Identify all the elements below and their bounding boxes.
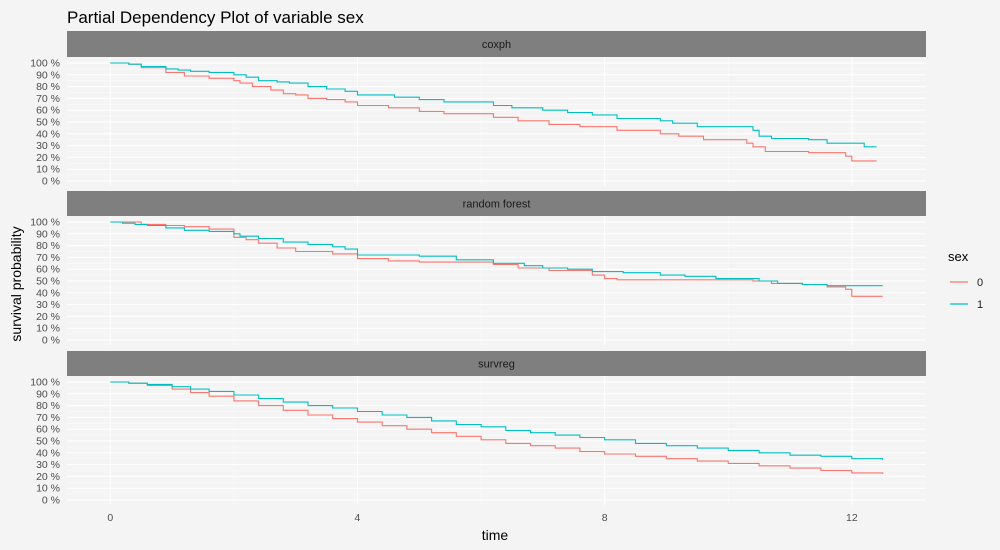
panel-strip	[67, 191, 926, 216]
series-line-sex-0	[110, 381, 884, 474]
y-tick-label: 10 %	[36, 323, 60, 335]
y-tick-label: 40 %	[36, 287, 60, 299]
series-line-sex-1	[110, 221, 883, 287]
y-tick-label: 60 %	[36, 264, 60, 276]
y-tick-label: 80 %	[36, 240, 60, 252]
y-tick-label: 50 %	[36, 117, 60, 129]
panel-1: random forest 0 %10 %20 %30 %40 %50 %60 %…	[30, 191, 926, 347]
y-tick-label: 70 %	[36, 93, 60, 105]
y-tick-label: 70 %	[36, 412, 60, 424]
y-tick-label: 100 %	[30, 217, 60, 229]
series-line-sex-0	[110, 221, 883, 297]
y-tick-label: 50 %	[36, 276, 60, 288]
y-tick-label: 70 %	[36, 252, 60, 264]
y-tick-label: 40 %	[36, 447, 60, 459]
panel-strip	[67, 31, 926, 57]
x-tick-label: 0	[107, 512, 113, 524]
y-tick-label: 50 %	[36, 436, 60, 448]
x-tick-label: 8	[602, 512, 608, 524]
y-tick-label: 30 %	[36, 299, 60, 311]
legend-label-0: 0	[977, 277, 983, 289]
y-tick-label: 30 %	[36, 459, 60, 471]
y-tick-label: 30 %	[36, 140, 60, 152]
x-tick-label: 12	[846, 512, 858, 524]
y-tick-label: 90 %	[36, 388, 60, 400]
strip-label: random forest	[463, 199, 531, 211]
x-tick-label: 4	[355, 512, 361, 524]
y-tick-label: 40 %	[36, 128, 60, 140]
y-tick-label: 60 %	[36, 105, 60, 117]
y-tick-label: 100 %	[30, 377, 60, 389]
y-tick-label: 20 %	[36, 152, 60, 164]
panel-strip	[67, 351, 926, 376]
x-axis-title: time	[482, 527, 509, 543]
y-tick-label: 20 %	[36, 311, 60, 323]
y-tick-label: 10 %	[36, 483, 60, 495]
panel-0: coxph 0 %10 %20 %30 %40 %50 %60 %70 %80 %…	[30, 31, 926, 188]
y-tick-label: 80 %	[36, 81, 60, 93]
series-line-sex-1	[110, 62, 877, 148]
y-tick-label: 90 %	[36, 69, 60, 81]
strip-label: coxph	[482, 39, 511, 51]
y-tick-label: 0 %	[42, 335, 60, 347]
y-tick-label: 100 %	[30, 58, 60, 70]
chart-title: Partial Dependency Plot of variable sex	[67, 8, 364, 27]
y-tick-label: 20 %	[36, 471, 60, 483]
legend: sex 0 1	[948, 249, 983, 311]
legend-label-1: 1	[977, 299, 983, 311]
y-tick-label: 60 %	[36, 424, 60, 436]
y-tick-label: 80 %	[36, 400, 60, 412]
series-line-sex-1	[110, 381, 884, 460]
legend-title: sex	[948, 249, 969, 264]
strip-label: survreg	[478, 359, 515, 371]
y-tick-label: 90 %	[36, 228, 60, 240]
series-line-sex-0	[110, 62, 877, 162]
y-axis-title: survival probability	[8, 226, 24, 341]
y-tick-label: 0 %	[42, 176, 60, 188]
y-tick-label: 0 %	[42, 495, 60, 507]
y-tick-label: 10 %	[36, 164, 60, 176]
